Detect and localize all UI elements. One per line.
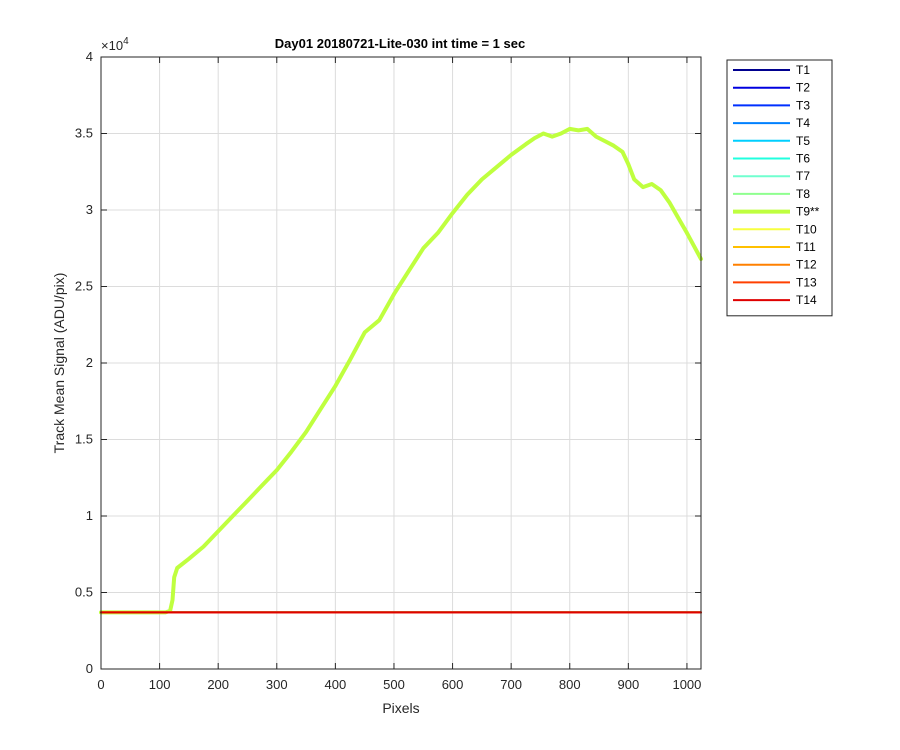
legend-label: T4 bbox=[796, 116, 810, 130]
y-tick-label: 3 bbox=[86, 202, 93, 217]
y-tick-label: 4 bbox=[86, 49, 93, 64]
x-tick-label: 700 bbox=[500, 677, 522, 692]
legend-label: T13 bbox=[796, 275, 817, 289]
y-tick-label: 0.5 bbox=[75, 585, 93, 600]
y-exponent-power: 4 bbox=[123, 36, 129, 47]
y-tick-label: 1.5 bbox=[75, 432, 93, 447]
x-tick-label: 100 bbox=[149, 677, 171, 692]
legend-label: T9** bbox=[796, 205, 820, 219]
legend-label: T5 bbox=[796, 134, 810, 148]
x-tick-label: 900 bbox=[617, 677, 639, 692]
chart-title: Day01 20180721-Lite-030 int time = 1 sec bbox=[275, 36, 525, 51]
legend-label: T2 bbox=[796, 81, 810, 95]
x-tick-label: 500 bbox=[383, 677, 405, 692]
legend-label: T3 bbox=[796, 98, 810, 112]
x-tick-label: 0 bbox=[97, 677, 104, 692]
y-tick-label: 3.5 bbox=[75, 126, 93, 141]
legend-label: T7 bbox=[796, 169, 810, 183]
y-tick-label: 2.5 bbox=[75, 279, 93, 294]
plot-area: 0 100 200 300 400 500 600 700 800 900 1000 0 0.5 1 1.5… bbox=[75, 49, 703, 692]
y-axis-label: Track Mean Signal (ADU/pix) bbox=[51, 273, 67, 454]
y-exponent-base: ×10 bbox=[101, 38, 123, 53]
y-tick-label: 2 bbox=[86, 355, 93, 370]
legend-label: T12 bbox=[796, 258, 817, 272]
legend-label: T10 bbox=[796, 222, 817, 236]
legend: T1 T2 T3 T4 T5 T6 T7 T8 T9** T10 T11 T12 T13 T14 bbox=[726, 59, 833, 317]
legend-label: T8 bbox=[796, 187, 810, 201]
x-axis-label: Pixels bbox=[382, 700, 419, 716]
x-tick-label: 600 bbox=[442, 677, 464, 692]
y-tick-label: 0 bbox=[86, 661, 93, 676]
series-line-t9 bbox=[99, 126, 703, 615]
legend-box bbox=[726, 59, 833, 317]
y-tick-label: 1 bbox=[86, 508, 93, 523]
legend-label: T11 bbox=[796, 240, 816, 254]
x-tick-label: 1000 bbox=[672, 677, 701, 692]
x-tick-label: 400 bbox=[325, 677, 347, 692]
legend-label: T14 bbox=[796, 293, 817, 307]
x-tick-label: 800 bbox=[559, 677, 581, 692]
y-exponent-label: ×104 bbox=[101, 36, 129, 53]
legend-label: T6 bbox=[796, 152, 810, 166]
legend-label: T1 bbox=[796, 63, 810, 77]
x-tick-label: 300 bbox=[266, 677, 288, 692]
x-tick-label: 200 bbox=[207, 677, 229, 692]
